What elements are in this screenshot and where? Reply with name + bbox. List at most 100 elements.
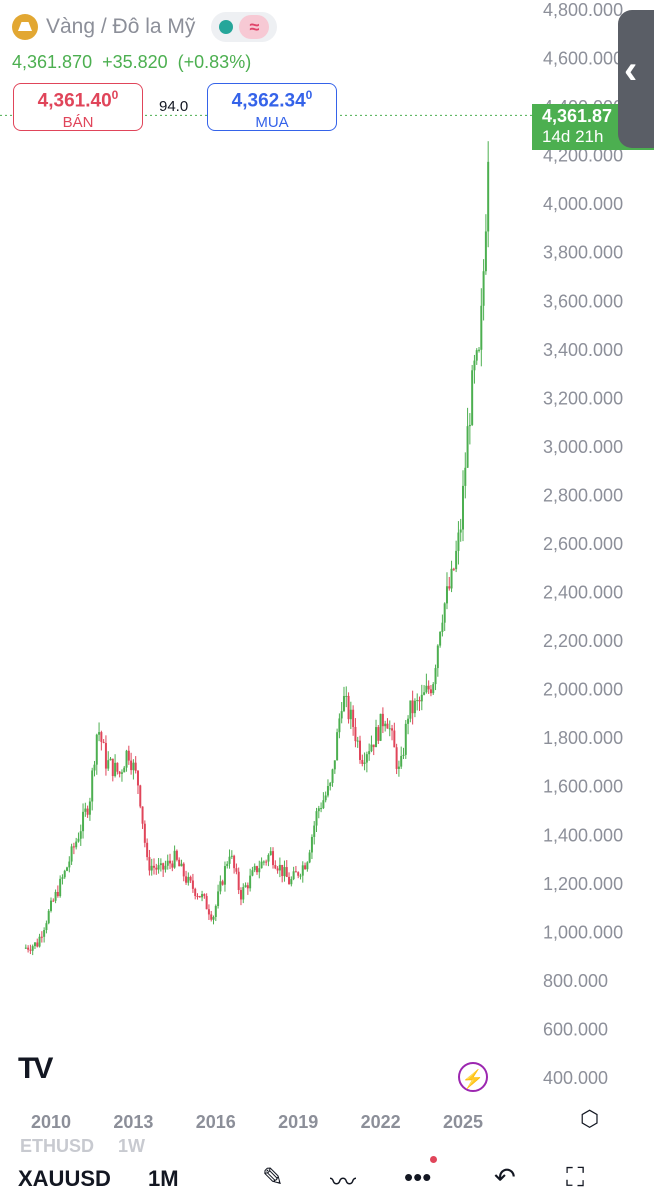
candle-body xyxy=(82,811,85,832)
candle-body xyxy=(54,891,57,901)
fullscreen-icon[interactable]: ⛶ xyxy=(566,1162,585,1192)
y-tick-label: 1,000.000 xyxy=(543,922,623,942)
candle-body xyxy=(310,836,313,853)
interval-selector[interactable]: 1M xyxy=(148,1166,179,1191)
candle-body xyxy=(191,880,194,889)
candle-body xyxy=(381,713,384,727)
sell-button[interactable]: 4,361.400 BÁN xyxy=(13,83,143,131)
y-tick-label: 2,600.000 xyxy=(543,534,623,554)
candle-body xyxy=(153,865,155,868)
candle-body xyxy=(230,855,233,857)
candle-body xyxy=(221,881,224,885)
chart-type-icon[interactable]: 〰 xyxy=(330,1167,357,1197)
y-tick-label: 800.000 xyxy=(543,971,608,991)
candle-body xyxy=(466,426,469,468)
candle-body xyxy=(306,862,309,870)
candle-body xyxy=(260,861,263,869)
candle-body xyxy=(116,762,119,772)
gold-bars-icon xyxy=(12,14,38,40)
candle-body xyxy=(336,732,339,761)
candle-body xyxy=(278,864,281,871)
candle-body xyxy=(235,868,238,872)
candle-body xyxy=(194,888,197,896)
candle-body xyxy=(139,785,142,807)
candle-body xyxy=(102,741,105,743)
price-change: +35.820 xyxy=(102,52,168,72)
status-pill[interactable]: ≈ xyxy=(211,12,278,42)
candle-body xyxy=(189,876,192,881)
lightning-icon[interactable]: ⚡ xyxy=(458,1062,488,1092)
candle-body xyxy=(432,684,435,694)
candle-body xyxy=(98,732,101,735)
chevron-left-icon: ‹ xyxy=(624,48,638,92)
hexagon-settings-icon[interactable]: ⬡ xyxy=(580,1106,600,1131)
candle-body xyxy=(375,727,378,748)
y-tick-label: 400.000 xyxy=(543,1068,608,1088)
candle-body xyxy=(395,747,398,769)
buy-button[interactable]: 4,362.340 MUA xyxy=(207,83,337,131)
candle-body xyxy=(445,586,448,604)
candle-body xyxy=(164,865,167,870)
candle-body xyxy=(207,909,210,915)
y-tick-label: 3,600.000 xyxy=(543,291,623,311)
candle-body xyxy=(265,861,268,863)
candle-body xyxy=(349,709,352,720)
candle-body xyxy=(487,161,490,232)
candle-body xyxy=(130,760,133,771)
current-price: 4,361.870 xyxy=(12,52,93,72)
candle-body xyxy=(253,866,256,871)
candle-body xyxy=(320,808,323,810)
candle-body xyxy=(141,806,144,824)
candle-body xyxy=(146,842,149,858)
candle-body xyxy=(72,846,75,848)
candle-body xyxy=(276,868,279,871)
candle-body xyxy=(219,881,222,892)
candle-body xyxy=(480,305,483,350)
candle-body xyxy=(70,846,73,862)
candle-body xyxy=(482,271,485,306)
candle-body xyxy=(267,855,270,862)
symbol-selector[interactable]: XAUUSD xyxy=(18,1166,111,1191)
candle-body xyxy=(246,885,249,889)
y-tick-label: 3,800.000 xyxy=(543,243,623,263)
sell-price-sup: 0 xyxy=(111,88,119,102)
candle-body xyxy=(178,859,181,867)
candle-body xyxy=(439,632,442,646)
side-panel-handle[interactable]: ‹ xyxy=(618,10,654,148)
y-tick-label: 2,200.000 xyxy=(543,631,623,651)
candle-body xyxy=(363,762,366,764)
tradingview-logo: TV xyxy=(18,1052,53,1085)
candle-body xyxy=(478,349,481,351)
y-tick-label: 3,400.000 xyxy=(543,340,623,360)
candle-body xyxy=(420,694,423,702)
last-price-value: 4,361.87 xyxy=(542,106,613,126)
candle-body xyxy=(299,875,302,877)
candle-body xyxy=(68,861,71,868)
pen-icon[interactable]: ✎ xyxy=(262,1162,284,1192)
y-tick-label: 2,800.000 xyxy=(543,485,623,505)
candle-body xyxy=(365,754,368,763)
candle-body xyxy=(281,864,284,877)
candle-body xyxy=(56,891,59,897)
sell-price: 4,361.40 xyxy=(37,90,112,112)
y-tick-label: 1,800.000 xyxy=(543,728,623,748)
candle-body xyxy=(354,726,357,742)
undo-icon[interactable]: ↶ xyxy=(494,1162,516,1192)
candle-body xyxy=(125,750,128,768)
y-tick-label: 1,400.000 xyxy=(543,825,623,845)
more-icon[interactable]: ••• xyxy=(404,1162,432,1192)
bar-countdown: 14d 21h xyxy=(542,127,604,146)
candle-body xyxy=(443,603,446,623)
candle-body xyxy=(377,727,380,741)
symbol-header: Vàng / Đô la Mỹ ≈ xyxy=(12,12,278,42)
wave-icon[interactable]: ≈ xyxy=(239,15,270,39)
candle-body xyxy=(342,696,345,712)
candle-body xyxy=(59,878,62,897)
ghost-interval: 1W xyxy=(118,1136,146,1156)
candle-body xyxy=(272,851,275,866)
y-tick-label: 3,000.000 xyxy=(543,437,623,457)
buy-label: MUA xyxy=(255,114,289,132)
symbol-title[interactable]: Vàng / Đô la Mỹ xyxy=(46,15,196,38)
y-tick-label: 1,200.000 xyxy=(543,874,623,894)
